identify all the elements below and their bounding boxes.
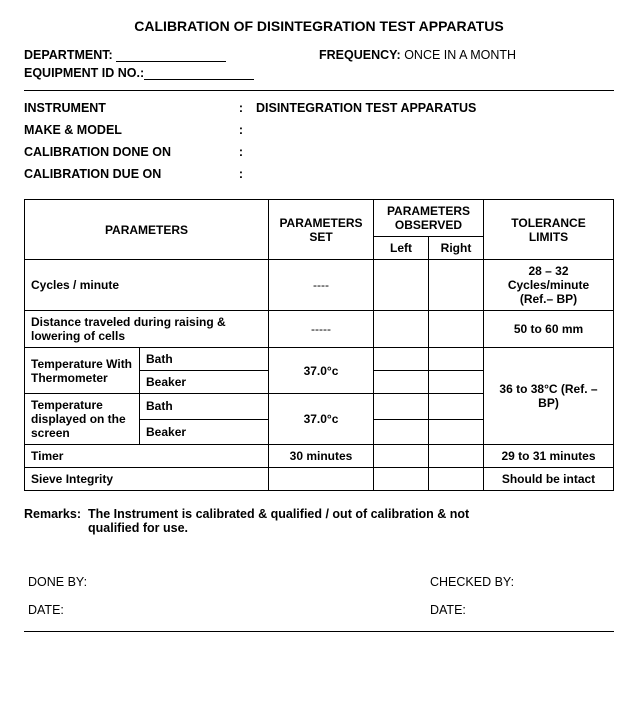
th-set: PARAMETERS SET xyxy=(269,200,374,260)
cell-param: Cycles / minute xyxy=(25,260,269,311)
department-label: DEPARTMENT: xyxy=(24,48,113,62)
cell-param: Distance traveled during raising & lower… xyxy=(25,311,269,348)
cell-param: Timer xyxy=(25,445,269,468)
make-model-value xyxy=(248,123,614,137)
cell-sub: Bath xyxy=(140,348,269,371)
checked-by-label: CHECKED BY: xyxy=(430,575,610,589)
cell-set: 37.0°c xyxy=(269,348,374,394)
remarks: Remarks: The Instrument is calibrated & … xyxy=(24,507,614,535)
cell-sub: Beaker xyxy=(140,371,269,394)
cell-left xyxy=(374,445,429,468)
cell-left xyxy=(374,468,429,491)
cell-right xyxy=(429,311,484,348)
department-underline xyxy=(116,48,226,62)
table-row: Timer 30 minutes 29 to 31 minutes xyxy=(25,445,614,468)
cell-tol: Should be intact xyxy=(484,468,614,491)
calibration-table: PARAMETERS PARAMETERS SET PARAMETERS OBS… xyxy=(24,199,614,491)
date-label-2: DATE: xyxy=(430,603,610,617)
cell-left xyxy=(374,371,429,394)
cell-set: ----- xyxy=(269,311,374,348)
cell-right xyxy=(429,348,484,371)
cell-right xyxy=(429,394,484,420)
th-left: Left xyxy=(374,237,429,260)
date-label-1: DATE: xyxy=(28,603,64,617)
separator-1 xyxy=(24,90,614,91)
colon: : xyxy=(234,123,248,137)
cal-done-value xyxy=(248,145,614,159)
remarks-label: Remarks: xyxy=(24,507,81,521)
cell-left xyxy=(374,419,429,445)
cell-param: Sieve Integrity xyxy=(25,468,269,491)
cal-due-label: CALIBRATION DUE ON xyxy=(24,167,234,181)
table-row: Temperature With Thermometer Bath 37.0°c… xyxy=(25,348,614,371)
cell-set: 30 minutes xyxy=(269,445,374,468)
cell-set xyxy=(269,468,374,491)
cell-left xyxy=(374,260,429,311)
th-tolerance: TOLERANCE LIMITS xyxy=(484,200,614,260)
cell-tol: 50 to 60 mm xyxy=(484,311,614,348)
cell-tol: 28 – 32 Cycles/minute (Ref.– BP) xyxy=(484,260,614,311)
cell-set: 37.0°c xyxy=(269,394,374,445)
cell-left xyxy=(374,394,429,420)
frequency-value: ONCE IN A MONTH xyxy=(404,48,516,62)
equipment-id-label: EQUIPMENT ID NO.: xyxy=(24,66,144,80)
colon: : xyxy=(234,101,248,115)
make-model-label: MAKE & MODEL xyxy=(24,123,234,137)
remarks-text-2: qualified for use. xyxy=(24,521,614,535)
cell-param: Temperature displayed on the screen xyxy=(25,394,140,445)
cell-tol: 36 to 38°C (Ref. – BP) xyxy=(484,348,614,445)
remarks-text-1: The Instrument is calibrated & qualified… xyxy=(88,507,469,521)
signature-row-2: DATE: DATE: xyxy=(24,603,614,617)
th-observed: PARAMETERS OBSERVED xyxy=(374,200,484,237)
cell-right xyxy=(429,260,484,311)
separator-2 xyxy=(24,631,614,632)
colon: : xyxy=(234,167,248,181)
th-parameters: PARAMETERS xyxy=(25,200,269,260)
signature-row-1: DONE BY: CHECKED BY: xyxy=(24,575,614,589)
info-grid: INSTRUMENT : DISINTEGRATION TEST APPARAT… xyxy=(24,101,614,181)
cal-due-value xyxy=(248,167,614,181)
header-row-2: EQUIPMENT ID NO.: xyxy=(24,66,614,80)
done-by-label: DONE BY: xyxy=(28,575,87,589)
th-right: Right xyxy=(429,237,484,260)
cal-done-label: CALIBRATION DONE ON xyxy=(24,145,234,159)
cell-sub: Beaker xyxy=(140,419,269,445)
table-row: Sieve Integrity Should be intact xyxy=(25,468,614,491)
instrument-value: DISINTEGRATION TEST APPARATUS xyxy=(248,101,614,115)
equipment-id-underline xyxy=(144,66,254,80)
cell-set: ---- xyxy=(269,260,374,311)
cell-right xyxy=(429,468,484,491)
cell-left xyxy=(374,311,429,348)
cell-left xyxy=(374,348,429,371)
cell-param: Temperature With Thermometer xyxy=(25,348,140,394)
cell-right xyxy=(429,445,484,468)
header-row-1: DEPARTMENT: FREQUENCY: ONCE IN A MONTH xyxy=(24,48,614,62)
table-row: Distance traveled during raising & lower… xyxy=(25,311,614,348)
colon: : xyxy=(234,145,248,159)
frequency-label: FREQUENCY: xyxy=(319,48,401,62)
table-row: Cycles / minute ---- 28 – 32 Cycles/minu… xyxy=(25,260,614,311)
cell-right xyxy=(429,419,484,445)
cell-tol: 29 to 31 minutes xyxy=(484,445,614,468)
cell-right xyxy=(429,371,484,394)
instrument-label: INSTRUMENT xyxy=(24,101,234,115)
cell-sub: Bath xyxy=(140,394,269,420)
page-title: CALIBRATION OF DISINTEGRATION TEST APPAR… xyxy=(24,18,614,34)
